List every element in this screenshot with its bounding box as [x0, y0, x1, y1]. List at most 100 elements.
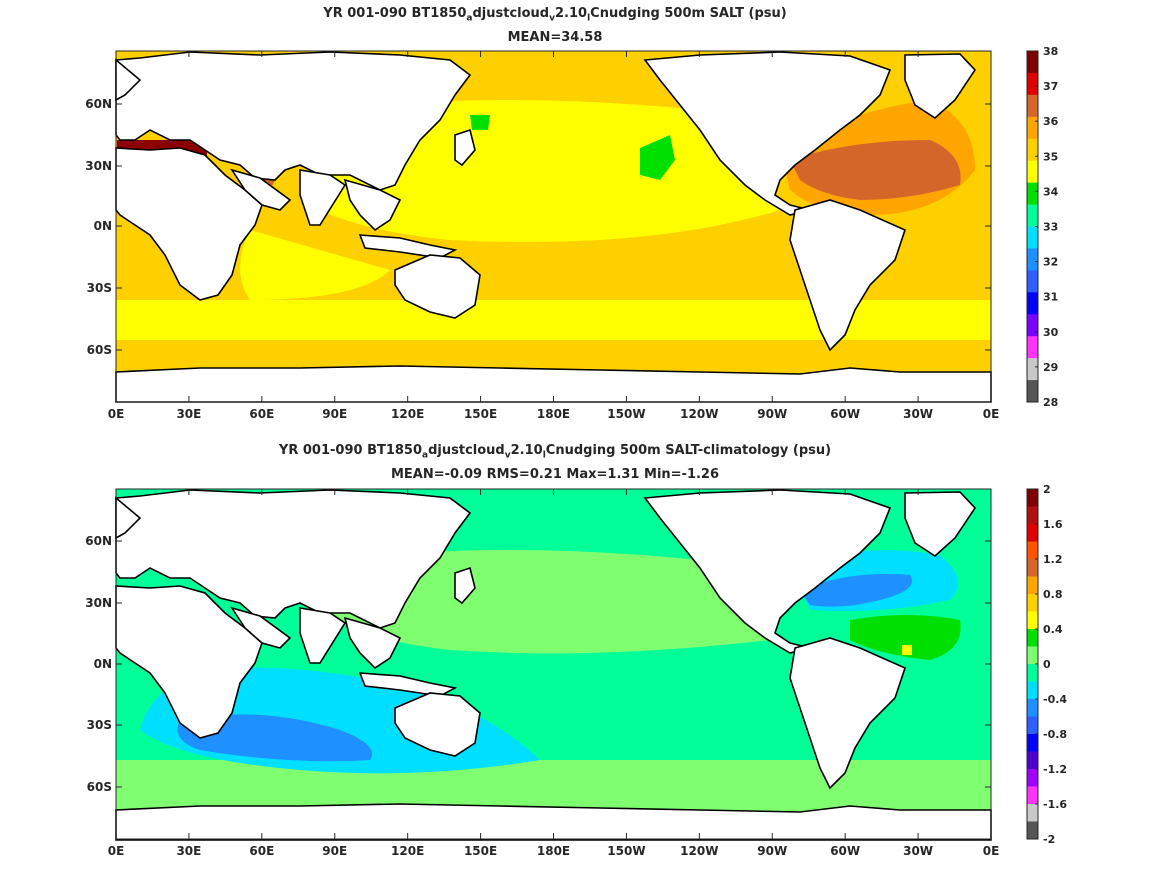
- colorbar-swatch: [1027, 716, 1038, 735]
- x-tick-label: 180E: [537, 844, 570, 858]
- colorbar-swatch: [1027, 629, 1038, 647]
- colorbar-swatch: [1027, 489, 1038, 507]
- top-y-axis: 60N 30N 0N 30S 60S: [85, 97, 991, 357]
- bottom-x-axis: 0E 30E 60E 90E 120E 150E 180E 150W 120W 90W 60W 30W…: [108, 489, 1000, 858]
- colorbar-tick-label: 1.6: [1043, 518, 1063, 531]
- colorbar-swatch: [1027, 380, 1038, 403]
- bottom-map: 0E 30E 60E 90E 120E 150E 180E 150W 120W 90W 60W 30W…: [85, 488, 1000, 858]
- x-tick-label: 120W: [680, 407, 718, 421]
- x-tick-label: 30E: [176, 407, 201, 421]
- colorbar-tick-label: 0.8: [1043, 588, 1063, 601]
- colorbar-swatch: [1027, 786, 1038, 805]
- x-tick-label: 60E: [249, 407, 274, 421]
- bottom-map-pacific-lightgreen: [320, 550, 770, 654]
- colorbar-swatch: [1027, 576, 1038, 595]
- colorbar-swatch: [1027, 72, 1038, 96]
- x-tick-label: 30W: [903, 844, 933, 858]
- colorbar-swatch: [1027, 226, 1038, 249]
- colorbar-swatch: [1027, 160, 1038, 184]
- bottom-map-indian-blue: [177, 714, 372, 762]
- colorbar-tick-label: -1.6: [1043, 798, 1067, 811]
- colorbar-tick-label: 34: [1043, 185, 1059, 198]
- colorbar-tick-label: 1.2: [1043, 553, 1063, 566]
- colorbar-swatch: [1027, 664, 1038, 682]
- colorbar-swatch: [1027, 270, 1038, 293]
- x-tick-label: 60W: [830, 844, 860, 858]
- x-tick-label: 150E: [464, 407, 497, 421]
- x-tick-label: 90W: [757, 407, 787, 421]
- colorbar-swatch: [1027, 524, 1038, 542]
- colorbar-swatch: [1027, 94, 1038, 118]
- colorbar-swatch: [1027, 681, 1038, 700]
- colorbar-swatch: [1027, 358, 1038, 381]
- x-tick-label: 60E: [249, 844, 274, 858]
- colorbar-tick-label: 33: [1043, 221, 1058, 234]
- colorbar-swatch: [1027, 314, 1038, 337]
- colorbar-tick-label: 35: [1043, 150, 1058, 163]
- x-tick-label: 90E: [322, 844, 347, 858]
- colorbar-swatch: [1027, 821, 1038, 840]
- x-tick-label: 90W: [757, 844, 787, 858]
- top-colorbar: 38 37 36 35 34 33 32 31 30 29 28: [1026, 45, 1059, 409]
- top-map: 0E 30E 60E 90E 120E 150E 180E 150W 120W 90W 60W 30W…: [85, 50, 1000, 421]
- colorbar-tick-label: 38: [1043, 45, 1058, 58]
- colorbar-tick-label: 31: [1043, 291, 1058, 304]
- x-tick-label: 150W: [607, 844, 645, 858]
- y-tick-label: 60S: [87, 343, 112, 357]
- colorbar-tick-label: 2: [1043, 483, 1051, 496]
- x-tick-label: 120E: [391, 844, 424, 858]
- colorbar-tick-label: -1.2: [1043, 763, 1067, 776]
- colorbar-swatch: [1027, 646, 1038, 665]
- x-tick-label: 180E: [537, 407, 570, 421]
- x-tick-label: 0E: [108, 407, 125, 421]
- x-tick-label: 120E: [391, 407, 424, 421]
- colorbar-tick-label: -2: [1043, 833, 1055, 846]
- x-tick-label: 90E: [322, 407, 347, 421]
- colorbar-tick-label: 32: [1043, 256, 1058, 269]
- x-tick-label: 30E: [176, 844, 201, 858]
- colorbar-swatch: [1027, 804, 1038, 822]
- y-tick-label: 30S: [87, 718, 112, 732]
- colorbar-swatch: [1027, 336, 1038, 359]
- top-map-midlatitude-band: [116, 300, 991, 340]
- x-tick-label: 0E: [983, 407, 1000, 421]
- x-tick-label: 120W: [680, 844, 718, 858]
- x-tick-label: 0E: [983, 844, 1000, 858]
- y-tick-label: 30S: [87, 281, 112, 295]
- top-map-north-pacific-green: [640, 135, 675, 180]
- bottom-chart-title: YR 001-090 BT1850adjustcloudv2.10lCnudgi…: [278, 443, 832, 461]
- colorbar-tick-label: 36: [1043, 115, 1059, 128]
- colorbar-tick-label: -0.4: [1043, 693, 1067, 706]
- colorbar-swatch: [1027, 541, 1038, 560]
- colorbar-swatch: [1027, 248, 1038, 271]
- y-tick-label: 30N: [85, 159, 112, 173]
- y-tick-label: 60N: [85, 534, 112, 548]
- colorbar-swatch: [1027, 734, 1038, 752]
- top-map-atlantic-brown: [790, 140, 961, 200]
- colorbar-swatch: [1027, 611, 1038, 630]
- top-chart-subtitle: MEAN=34.58: [507, 30, 603, 45]
- colorbar-tick-label: 28: [1043, 396, 1058, 409]
- y-tick-label: 30N: [85, 596, 112, 610]
- bottom-y-axis: 60N 30N 0N 30S 60S: [85, 534, 991, 794]
- colorbar-swatch: [1027, 699, 1038, 717]
- x-tick-label: 30W: [903, 407, 933, 421]
- colorbar-tick-label: 30: [1043, 326, 1059, 339]
- y-tick-label: 0N: [94, 219, 112, 233]
- colorbar-swatch: [1027, 51, 1038, 74]
- y-tick-label: 0N: [94, 657, 112, 671]
- bottom-map-atlantic-green: [850, 615, 961, 660]
- x-tick-label: 150W: [607, 407, 645, 421]
- y-tick-label: 60S: [87, 780, 112, 794]
- colorbar-tick-label: 29: [1043, 361, 1058, 374]
- colorbar-swatch: [1027, 116, 1038, 140]
- colorbar-swatch: [1027, 769, 1038, 787]
- x-tick-label: 60W: [830, 407, 860, 421]
- x-tick-label: 0E: [108, 844, 125, 858]
- colorbar-tick-label: 0: [1043, 658, 1051, 671]
- top-map-indian-yellow: [240, 230, 390, 300]
- bottom-colorbar: 2 1.6 1.2 0.8 0.4 0 -0.4 -0.8 -1.2 -1.6 -2: [1026, 483, 1067, 846]
- bottom-map-atlantic-blue: [800, 574, 912, 607]
- colorbar-tick-label: 37: [1043, 80, 1058, 93]
